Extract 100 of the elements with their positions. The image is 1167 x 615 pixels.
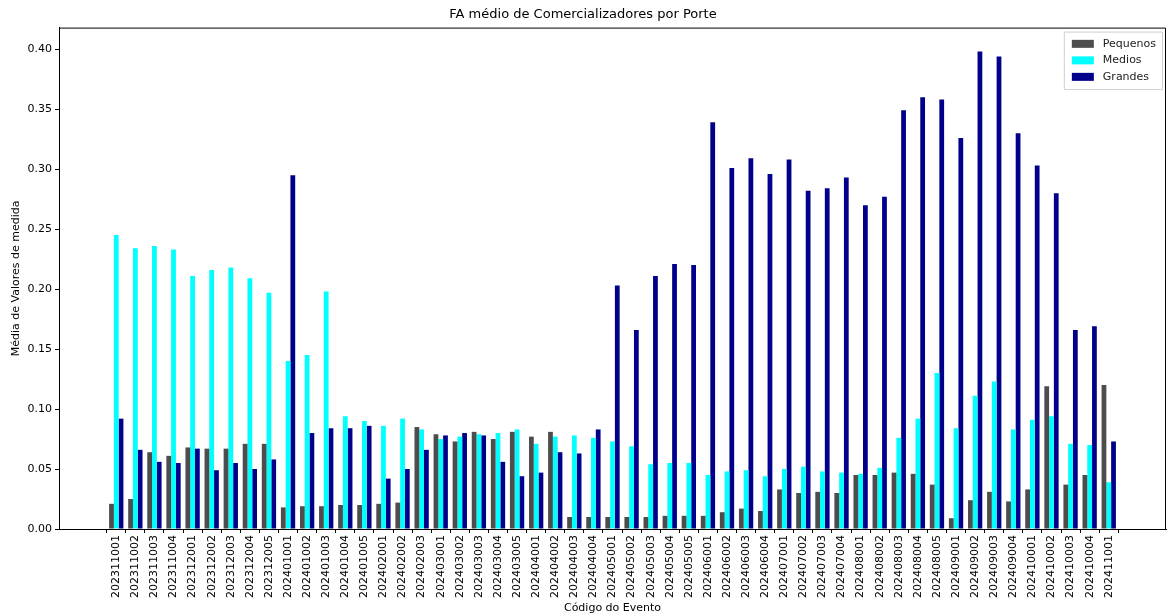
bar: [166, 455, 172, 529]
x-tick-label: 202404003: [567, 535, 581, 598]
bar: [1092, 326, 1097, 529]
bar: [877, 467, 883, 529]
bar: [500, 461, 506, 529]
bar: [614, 285, 620, 529]
bar: [839, 472, 844, 529]
bar: [781, 469, 787, 529]
x-tick-label: 202405005: [681, 535, 695, 598]
x-tick-label: 202406004: [758, 535, 772, 598]
bar: [700, 515, 706, 529]
bar: [1111, 441, 1116, 529]
x-tick-label: 202406002: [719, 535, 733, 598]
bar: [171, 249, 176, 529]
bar: [1006, 501, 1011, 529]
bar: [691, 265, 696, 529]
bar: [967, 500, 973, 529]
bar: [777, 489, 782, 529]
x-tick-label: 202312002: [204, 535, 218, 598]
bar: [152, 245, 157, 529]
x-tick-label: 202402001: [376, 535, 390, 598]
bar: [719, 512, 725, 529]
chart-title: FA médio de Comercializadores por Porte: [449, 6, 717, 22]
bar: [863, 205, 868, 529]
bar: [128, 499, 133, 529]
bar: [1030, 419, 1035, 529]
bar: [261, 443, 267, 529]
bar: [109, 503, 114, 529]
bar: [462, 433, 467, 529]
y-tick-label: 0.25: [27, 221, 52, 235]
x-tick-label: 202405003: [643, 535, 657, 598]
bar: [338, 505, 343, 529]
bar: [228, 267, 234, 529]
x-tick-label: 202311003: [147, 535, 161, 598]
x-tick-label: 202312005: [261, 535, 275, 598]
bar: [299, 506, 305, 529]
x-tick-label: 202408001: [853, 535, 867, 598]
x-tick-label: 202408002: [872, 535, 886, 598]
y-tick-label: 0.35: [27, 102, 52, 116]
x-tick-label: 202408003: [891, 535, 905, 598]
y-tick-label: 0.40: [27, 42, 52, 56]
x-tick-label: 202401001: [280, 535, 294, 598]
x-tick-label: 202402002: [395, 535, 409, 598]
bar: [653, 275, 658, 529]
bar: [290, 175, 296, 529]
y-axis-title: Média de Valores de medida: [9, 200, 23, 357]
x-tick-label: 202410004: [1082, 535, 1096, 598]
bar: [529, 436, 534, 529]
x-tick-label: 202403001: [433, 535, 447, 598]
x-tick-label: 202409002: [968, 535, 981, 598]
bar: [1025, 489, 1031, 529]
bar: [1087, 445, 1093, 529]
x-tick-label: 202403003: [471, 535, 485, 598]
bar: [1063, 484, 1069, 529]
x-tick-label: 202312004: [242, 535, 256, 598]
bar: [552, 436, 558, 529]
bar: [214, 470, 219, 529]
bar: [800, 466, 806, 529]
bar: [629, 446, 634, 529]
bar: [882, 196, 887, 529]
bar: [247, 278, 253, 529]
bar: [252, 469, 258, 529]
bar: [438, 439, 444, 529]
bar: [987, 491, 992, 529]
bar: [271, 459, 277, 529]
bar: [443, 435, 448, 529]
bar: [357, 505, 362, 529]
bar: [820, 471, 825, 529]
x-tick-label: 202410002: [1044, 535, 1058, 598]
bar: [796, 493, 801, 529]
x-tick-label: 202403004: [490, 535, 504, 598]
bar: [972, 395, 978, 529]
y-tick-label: 0.30: [27, 162, 52, 175]
x-tick-label: 202311004: [166, 535, 180, 598]
bar: [948, 518, 954, 529]
bar: [233, 463, 238, 529]
x-tick-label: 202408005: [929, 535, 943, 598]
bar: [672, 263, 677, 529]
bar: [1010, 429, 1016, 529]
bar: [481, 435, 487, 529]
x-tick-label: 202403005: [509, 535, 523, 598]
bar: [1072, 329, 1078, 529]
bar: [175, 463, 181, 529]
bar: [457, 436, 463, 529]
bar: [137, 449, 143, 529]
bar: [548, 431, 553, 529]
x-tick-label: 202311002: [128, 535, 142, 598]
bar: [758, 511, 763, 529]
bar: [361, 421, 367, 529]
bar: [824, 188, 830, 529]
bar: [404, 469, 410, 529]
x-tick-label: 202403002: [452, 535, 466, 598]
bar: [185, 447, 191, 529]
x-tick-label: 202312003: [223, 535, 237, 598]
bar: [762, 476, 768, 529]
bar: [342, 416, 348, 529]
y-tick-label: 0.20: [27, 281, 52, 295]
y-tick-label: 0.15: [27, 341, 52, 355]
bar: [915, 418, 921, 529]
x-tick-label: 202408004: [910, 535, 924, 598]
